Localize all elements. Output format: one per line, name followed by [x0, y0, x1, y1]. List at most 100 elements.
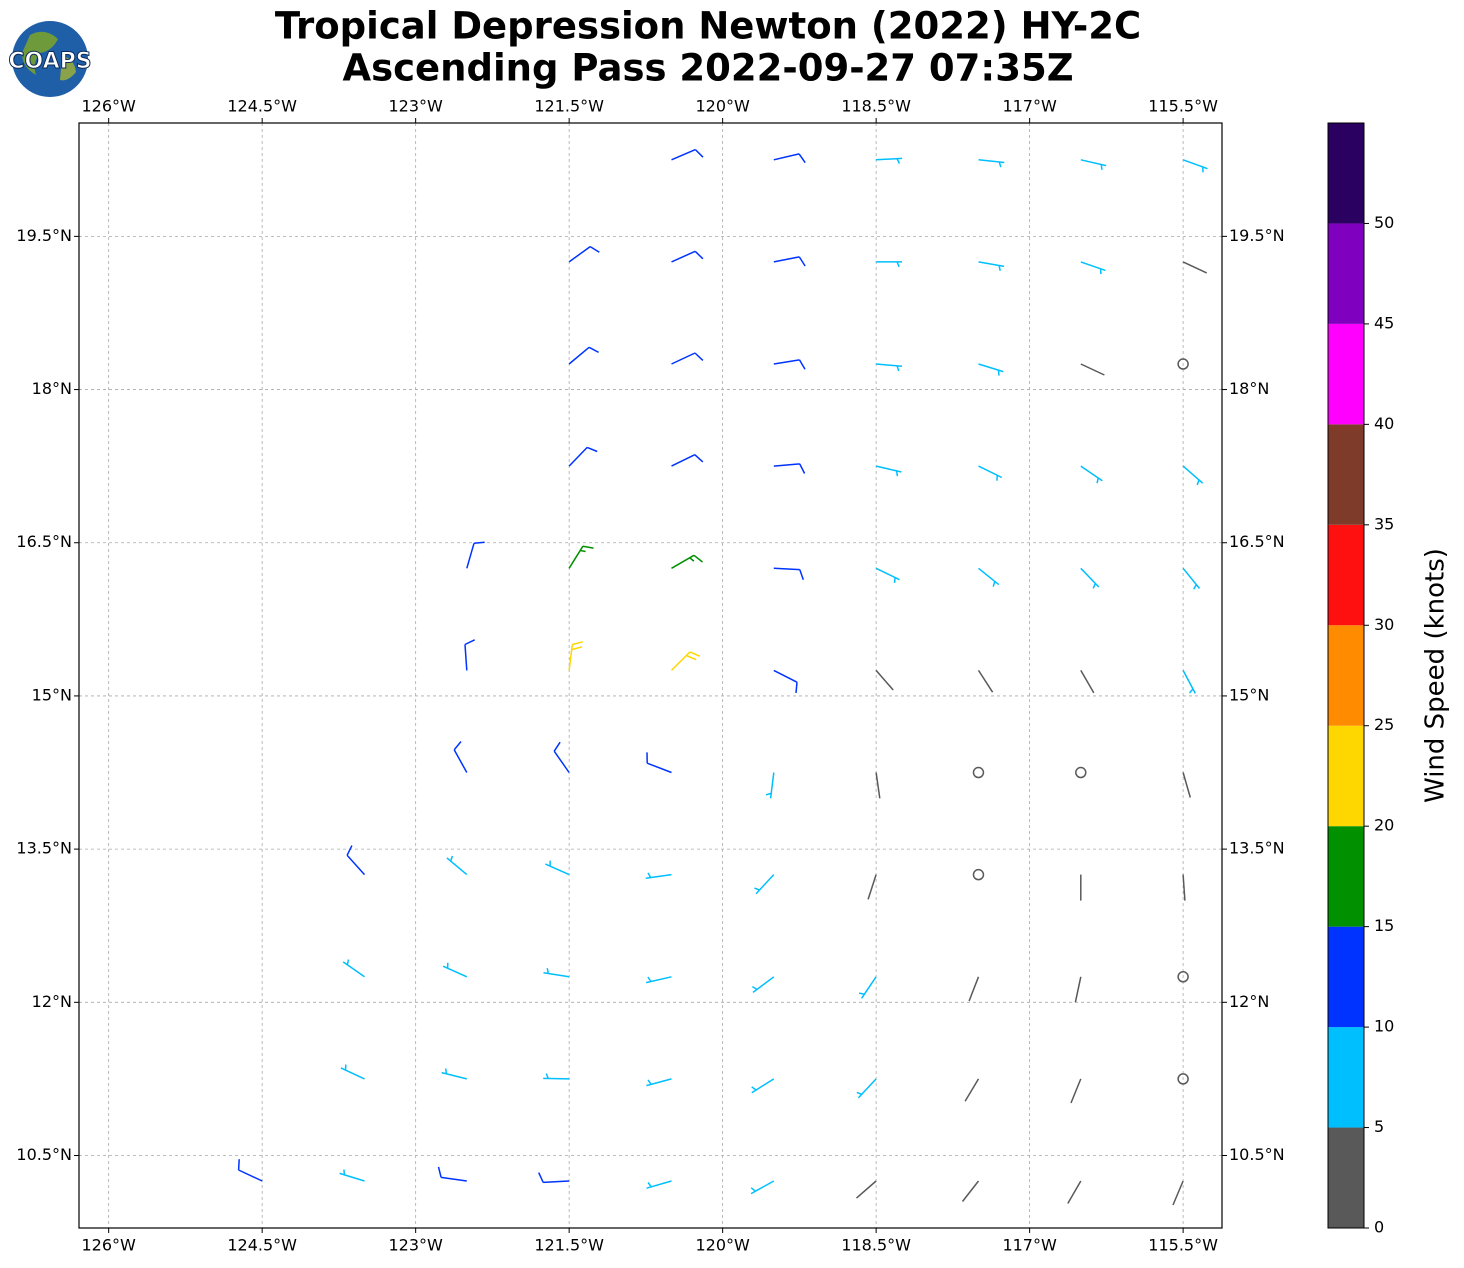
colorbar-tick-label: 35: [1374, 514, 1394, 533]
wind-barb: [750, 1180, 775, 1195]
wind-barb: [1074, 976, 1082, 1003]
colorbar-tick-label: 10: [1374, 1017, 1394, 1036]
wind-barb: [346, 845, 366, 876]
x-tick-label: 118.5°W: [841, 97, 911, 116]
wind-barb: [876, 261, 903, 268]
wind-barb: [876, 363, 903, 372]
wind-barb: [568, 346, 599, 365]
y-tick-label: 12°N: [32, 992, 72, 1011]
wind-barb: [543, 1073, 570, 1080]
colorbar-segment: [1328, 826, 1364, 927]
wind-barb: [1182, 567, 1201, 590]
wind-barb: [856, 1078, 877, 1099]
wind-barb: [646, 1078, 672, 1087]
wind-barb: [671, 148, 704, 161]
wind-barb: [466, 541, 485, 569]
barb-layer: [237, 148, 1208, 1206]
colorbar-tick-label: 20: [1374, 816, 1394, 835]
wind-barb: [441, 1068, 467, 1080]
y-tick-label: 19.5°N: [1229, 226, 1285, 245]
wind-barb: [773, 463, 806, 474]
y-tick-label: 16.5°N: [16, 532, 72, 551]
calm-marker: [1177, 358, 1189, 370]
y-tick-label: 15°N: [1229, 685, 1269, 704]
x-tick-label: 126°W: [81, 1236, 136, 1255]
wind-barb: [1182, 465, 1204, 486]
wind-barb: [968, 976, 980, 1002]
colorbar-tick-label: 15: [1374, 916, 1394, 935]
wind-barb: [645, 976, 672, 984]
wind-barb: [773, 256, 806, 267]
colorbar-segment: [1328, 1027, 1364, 1128]
calm-marker: [1177, 1073, 1189, 1085]
wind-barb: [961, 1180, 980, 1202]
wind-barb: [1070, 1078, 1082, 1104]
colorbar-segment: [1328, 625, 1364, 726]
x-tick-label: 121.5°W: [534, 1236, 604, 1255]
colorbar-tick-label: 30: [1374, 615, 1394, 634]
x-tick-label: 115.5°W: [1148, 1236, 1218, 1255]
wind-barb: [964, 1078, 980, 1102]
wind-barb: [568, 641, 583, 671]
wind-barb: [773, 567, 805, 581]
chart-title: Tropical Depression Newton (2022) HY-2C: [275, 5, 1141, 48]
x-tick-label: 117°W: [1002, 97, 1057, 116]
y-tick-label: 10.5°N: [16, 1145, 72, 1164]
y-tick-label: 12°N: [1229, 992, 1269, 1011]
colorbar-segment: [1328, 725, 1364, 827]
wind-barb: [875, 669, 894, 691]
colorbar: 0 5 10 15 20 25 30 35 40 45 50 Wind Speed (knots): [1327, 122, 1451, 1237]
logo-land: [22, 31, 58, 75]
colorbar-tick-label: 5: [1374, 1117, 1384, 1136]
x-tick-label: 121.5°W: [534, 97, 604, 116]
y-tick-label: 19.5°N: [16, 226, 72, 245]
calm-marker: [972, 868, 985, 881]
y-tick-label: 10.5°N: [1229, 1145, 1285, 1164]
y-tick-label: 18°N: [1229, 379, 1269, 398]
wind-barb: [875, 567, 900, 583]
wind-barb: [568, 446, 598, 467]
colorbar-tick-label: 45: [1374, 313, 1394, 332]
calm-marker: [1075, 766, 1087, 779]
wind-barb: [646, 752, 672, 774]
wind-barb: [568, 545, 594, 569]
logo-land: [60, 56, 76, 81]
x-tick-label: 126°W: [81, 97, 136, 116]
wind-barb: [773, 153, 806, 164]
wind-barb: [538, 1172, 570, 1184]
wind-barb: [875, 465, 902, 477]
wind-barb: [765, 772, 775, 799]
wind-barb: [754, 874, 775, 895]
colorbar-tick-label: 40: [1374, 414, 1394, 433]
wind-barb: [1080, 261, 1106, 275]
wind-barb: [543, 968, 570, 978]
wind-barb: [671, 554, 703, 569]
colorbar-tick-label: 0: [1374, 1218, 1384, 1237]
wind-barb: [464, 639, 476, 671]
colorbar-tick-label: 50: [1374, 213, 1394, 232]
x-tick-label: 123°W: [388, 1236, 443, 1255]
wind-barb: [1080, 465, 1103, 484]
wind-barb: [1182, 159, 1208, 173]
wind-barb: [237, 1159, 263, 1182]
wind-barb: [446, 855, 468, 876]
wind-barb: [453, 741, 468, 773]
wind-barb: [978, 261, 1005, 271]
wind-barb: [1067, 1180, 1082, 1204]
wind-barb: [978, 363, 1004, 376]
y-tick-label: 13.5°N: [16, 839, 72, 858]
calm-marker: [972, 766, 985, 779]
colorbar-segment: [1328, 1127, 1364, 1228]
colorbar-segment: [1328, 323, 1364, 425]
grid: 126°W 126°W 124.5°W 124.5°W 123°W 123°W 121.5°…: [16, 97, 1284, 1255]
wind-barb: [1080, 159, 1107, 170]
x-tick-label: 115.5°W: [1148, 97, 1218, 116]
x-tick-label: 124.5°W: [227, 1236, 297, 1255]
wind-barb: [773, 669, 798, 693]
colorbar-segment: [1328, 223, 1364, 324]
wind-barb: [876, 157, 903, 164]
x-tick-label: 123°W: [388, 97, 443, 116]
wind-barb: [1080, 363, 1105, 376]
colorbar-frame: [1327, 122, 1365, 1229]
